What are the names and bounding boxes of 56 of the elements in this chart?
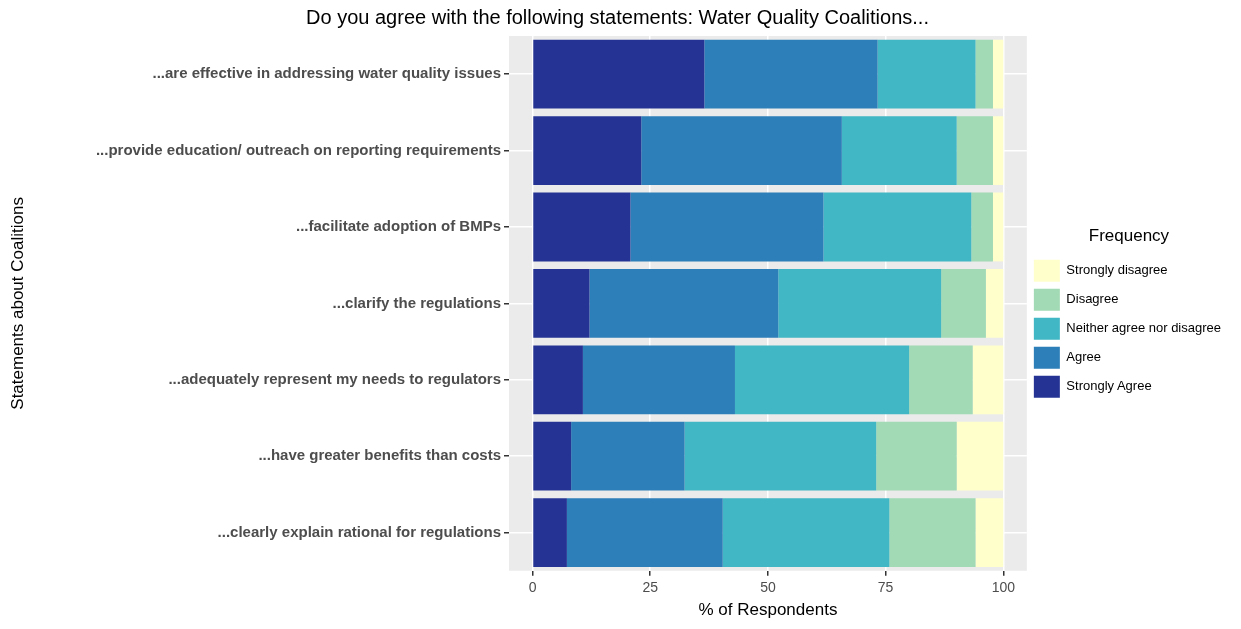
y-tick-label: ...facilitate adoption of BMPs [295, 217, 501, 235]
y-tick-label: ...clarify the regulations [332, 293, 501, 311]
bar [975, 498, 1004, 567]
bar [571, 421, 685, 491]
bar [582, 345, 735, 415]
bar [876, 421, 957, 491]
bar [971, 192, 993, 262]
bar [684, 421, 877, 491]
bar [992, 39, 1004, 109]
legend-label: Strongly disagree [1066, 262, 1168, 278]
bar [566, 498, 723, 567]
bar [909, 345, 973, 415]
bar [533, 39, 705, 109]
y-tick-label: ...clearly explain rational for regulations [217, 522, 501, 540]
legend-label: Agree [1066, 349, 1102, 365]
bar [823, 192, 972, 262]
legend-label: Disagree [1066, 291, 1119, 307]
x-axis-title: % of Respondents [698, 600, 838, 620]
bar [972, 345, 1004, 415]
bar [630, 192, 824, 262]
bar [956, 116, 993, 185]
bar [941, 269, 986, 338]
bar [533, 421, 572, 491]
bar [956, 421, 1004, 491]
chart-title: Do you agree with the following statements: Water Quality Coalitions... [306, 5, 929, 28]
x-tick-label: 50 [760, 579, 776, 596]
bar [722, 498, 890, 567]
bar [992, 192, 1004, 262]
x-tick-label: 25 [642, 579, 659, 596]
y-tick-label: ...provide education/ outreach on reporting requirements [95, 140, 501, 158]
bar [889, 498, 976, 567]
bar [533, 269, 590, 338]
bar [734, 345, 910, 415]
x-tick-label: 0 [528, 579, 537, 596]
bar [877, 39, 976, 109]
y-tick-label: ...have greater benefits than costs [258, 446, 501, 464]
bar [533, 192, 631, 262]
legend-title: Frequency [1088, 226, 1170, 246]
bar [778, 269, 942, 338]
y-tick-label: ...are effective in addressing water quality issues [152, 64, 501, 82]
y-tick-label: ...adequately represent my needs to regulators [168, 369, 501, 387]
legend-label: Neither agree nor disagree [1066, 320, 1222, 336]
bar [985, 269, 1004, 338]
legend-label: Strongly Agree [1066, 378, 1152, 394]
bar [992, 116, 1004, 185]
bar [975, 39, 993, 109]
bar [533, 498, 567, 567]
x-tick-label: 75 [877, 579, 894, 596]
bar [641, 116, 842, 185]
bar [841, 116, 957, 185]
y-axis-title: Statements about Coalitions [7, 197, 27, 410]
bar [589, 269, 779, 338]
bar [533, 345, 583, 415]
bar [704, 39, 878, 109]
bar [533, 116, 642, 185]
x-tick-label: 100 [991, 579, 1016, 596]
